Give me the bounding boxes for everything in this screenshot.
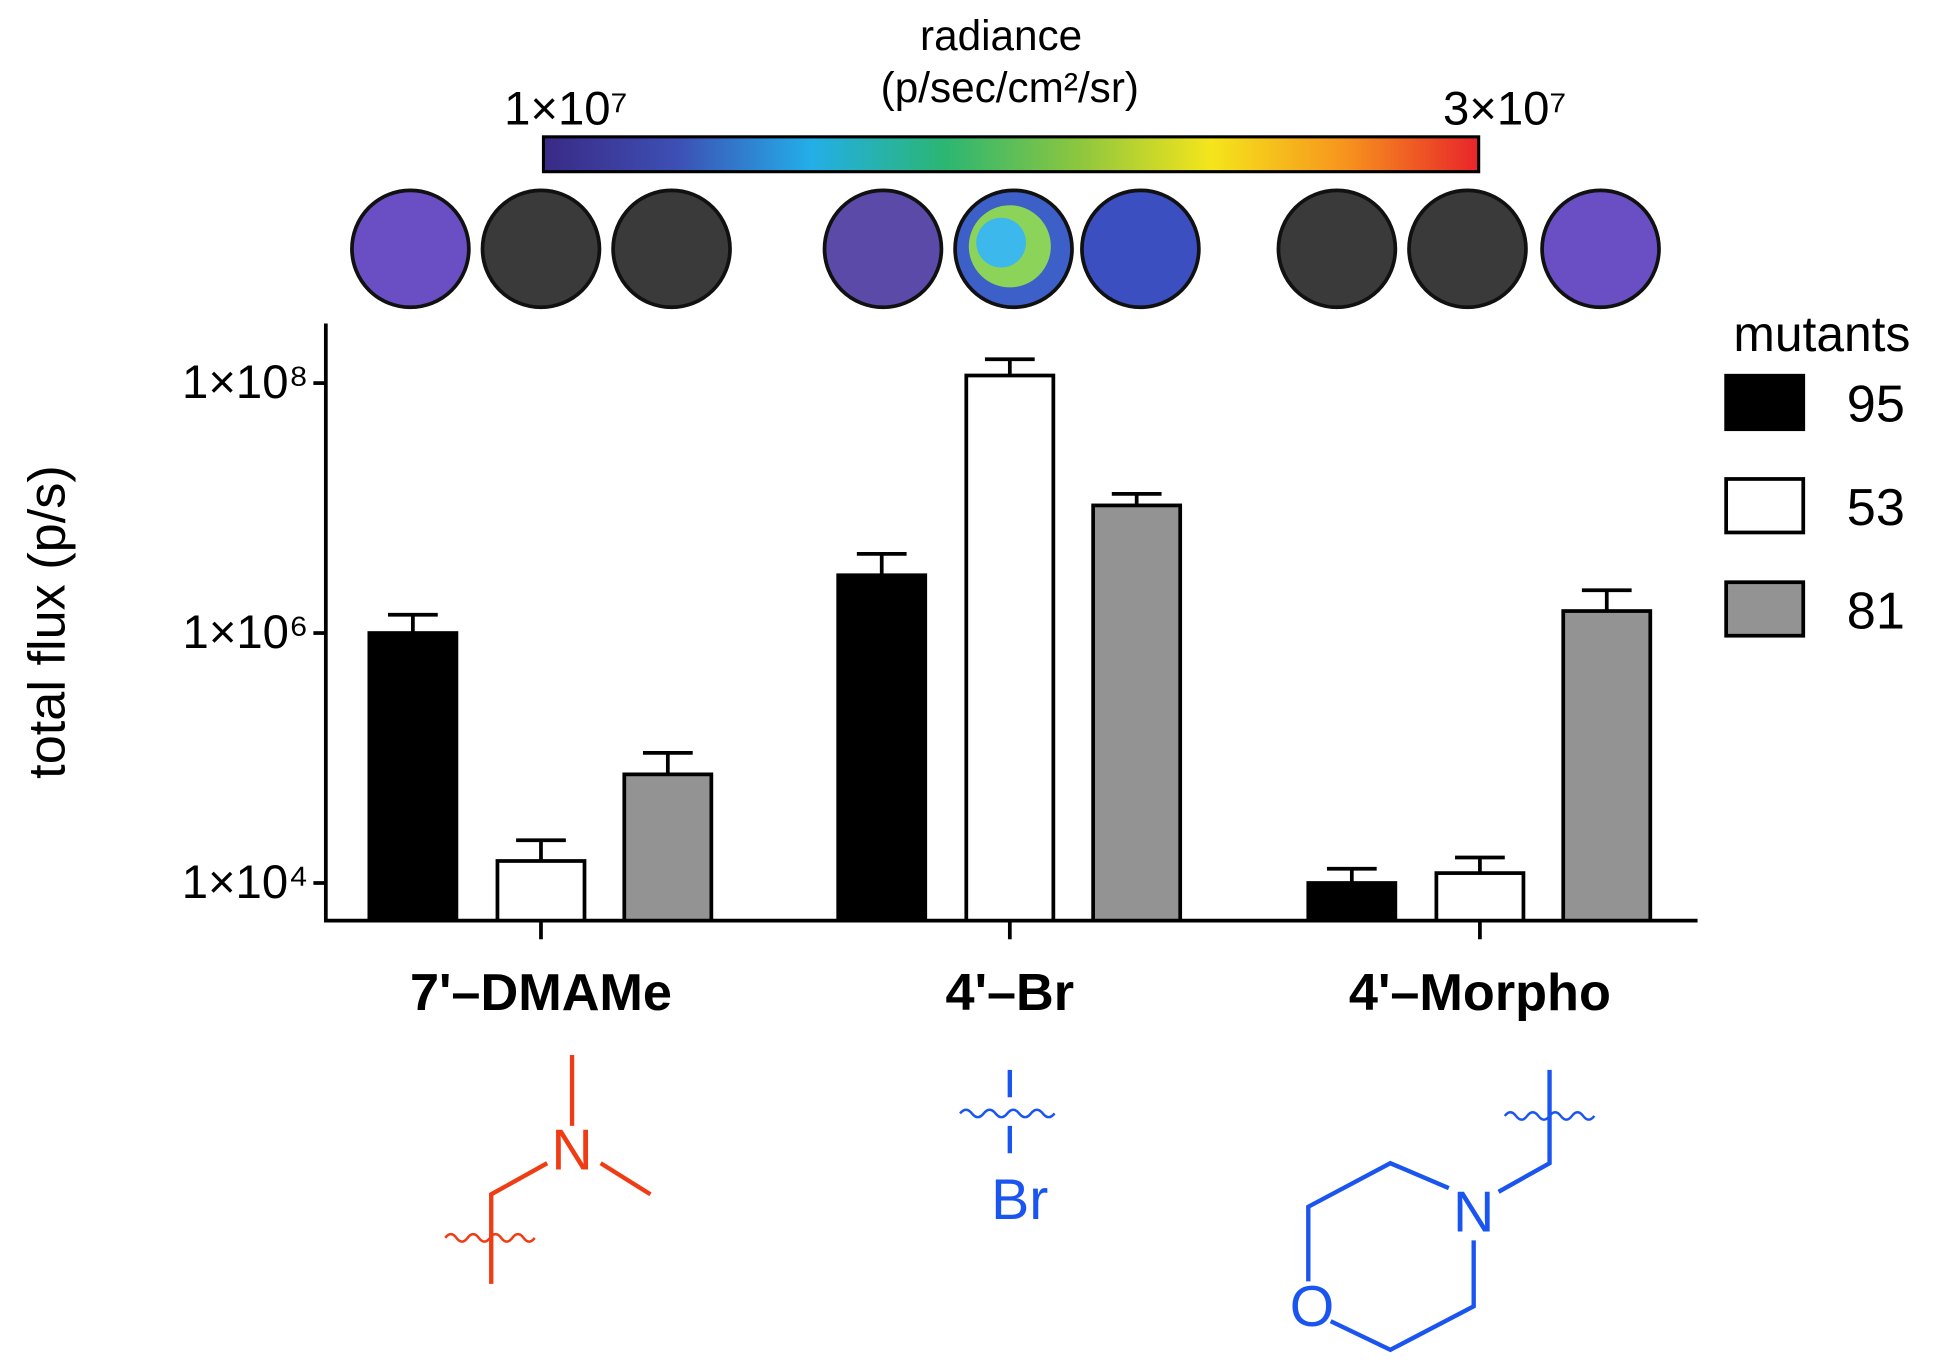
plate [1276,188,1398,310]
legend-label: 95 [1847,376,1905,434]
plate [480,188,602,310]
colorbar [541,135,1481,174]
legend-swatch [1724,477,1806,535]
plate-signal [976,217,1026,268]
atom-label: N [551,1118,592,1182]
atom-label: Br [991,1168,1048,1232]
colorbar-tick-label: 1×10⁷ [504,82,628,135]
legend-label: 53 [1847,479,1905,537]
plate [350,188,471,310]
x-tick-label: 4'–Morpho [1349,964,1611,1022]
legend-swatch [1724,580,1806,638]
legend-swatch [1724,373,1806,432]
y-tick-label: 1×10⁸ [182,356,308,409]
bar [1306,881,1398,923]
colorbar-units: (p/sec/cm²/sr) [881,64,1139,111]
colorbar-title: radiance [920,12,1082,59]
structures: N Br N O [444,1054,1596,1353]
bar [1561,609,1653,923]
wavy-bond [444,1232,536,1243]
atom-label: N [1453,1181,1494,1245]
atom-label: O [1290,1275,1334,1339]
bond [1306,1069,1552,1353]
colorbar-tick-label: 3×10⁷ [1443,82,1567,135]
legend-title: mutants [1733,306,1910,362]
legend-label: 81 [1847,582,1905,640]
bar [1091,503,1183,923]
plate [822,188,944,310]
bar [495,859,587,923]
y-tick-label: 1×10⁴ [182,856,309,909]
wavy-bond [959,1108,1056,1119]
bond [489,1054,652,1284]
bar [836,573,928,923]
bar [964,373,1056,923]
y-tick-label: 1×10⁶ [183,606,309,659]
plate [611,188,732,310]
x-tick-label: 7'–DMAMe [410,964,672,1022]
wavy-bond [1503,1110,1596,1121]
y-axis-label: total flux (p/s) [19,465,77,779]
plate-images [350,188,1661,310]
bar [1434,871,1526,923]
bar [367,631,459,923]
bar [622,772,714,923]
plate [1407,188,1528,310]
plate [1080,188,1201,310]
plate [1540,188,1661,310]
x-tick-label: 4'–Br [946,964,1075,1022]
